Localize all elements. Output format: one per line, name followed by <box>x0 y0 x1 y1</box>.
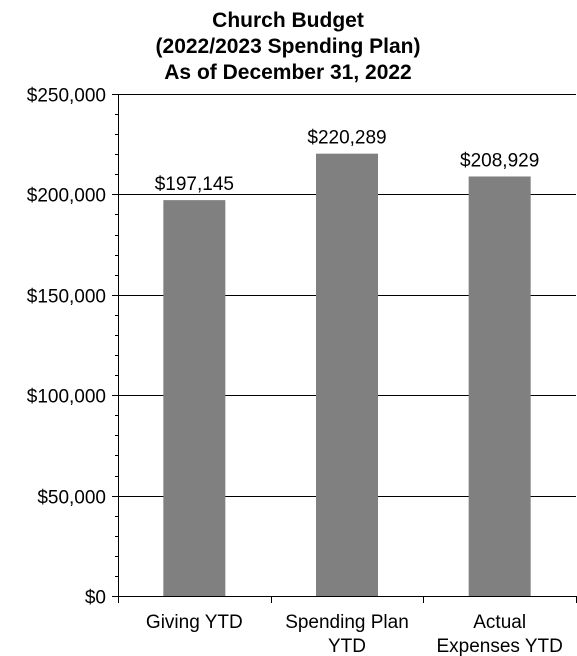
category-label-2-line-0: Actual <box>473 612 526 633</box>
bar-1 <box>316 153 378 597</box>
y-tick-label-2: $100,000 <box>27 387 106 408</box>
data-label-2: $208,929 <box>460 150 539 171</box>
category-label-2-line-1: Expenses YTD <box>436 636 562 656</box>
data-label-0: $197,145 <box>155 174 234 195</box>
category-label-1-line-0: Spending Plan <box>285 612 409 633</box>
chart-title: Church Budget (2022/2023 Spending Plan) … <box>118 8 458 86</box>
y-tick-label-5: $250,000 <box>27 86 106 107</box>
chart-title-line-3: As of December 31, 2022 <box>164 61 412 84</box>
chart-title-line-1: Church Budget <box>212 9 364 32</box>
y-tick-label-0: $0 <box>85 588 106 609</box>
bar-0 <box>163 200 226 596</box>
category-label-1-line-1: YTD <box>328 636 366 656</box>
chart-title-line-2: (2022/2023 Spending Plan) <box>155 35 421 58</box>
category-label-0-line-0: Giving YTD <box>146 612 243 633</box>
data-label-1: $220,289 <box>307 128 386 149</box>
y-tick-label-4: $200,000 <box>27 186 106 207</box>
y-tick-label-1: $50,000 <box>37 488 106 509</box>
bar-2 <box>468 176 531 596</box>
y-tick-label-3: $150,000 <box>27 287 106 308</box>
